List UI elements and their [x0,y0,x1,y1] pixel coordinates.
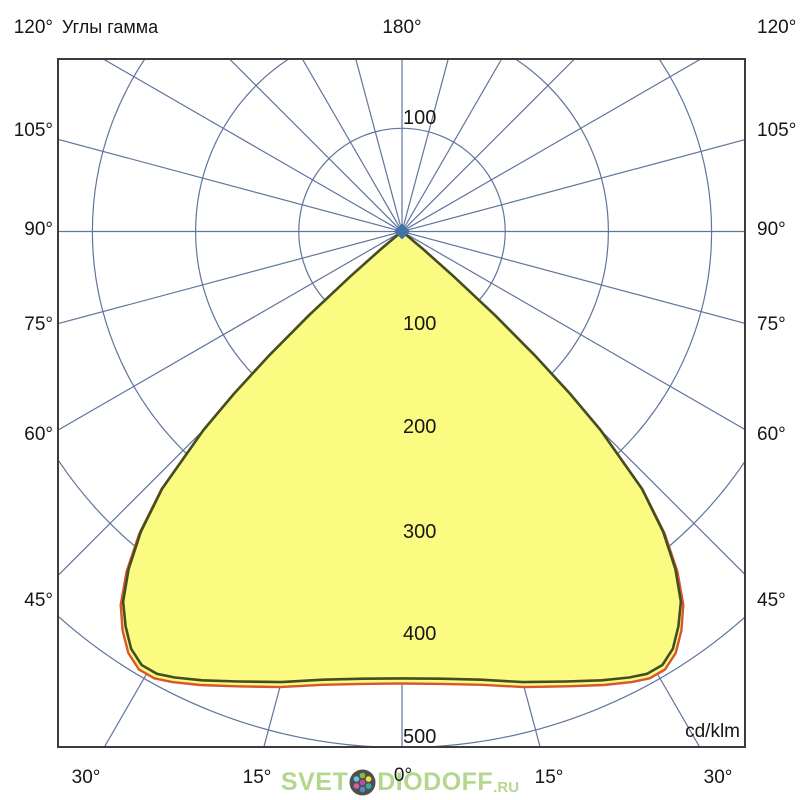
ring-label-300: 300 [403,521,436,543]
axis-label-left-60: 60° [24,424,53,445]
led-dot [365,782,372,789]
axis-label-left-105: 105° [14,120,53,141]
chart-title: Углы гамма [62,17,159,37]
plot-frame [57,58,746,748]
led-circle-icon [349,769,376,795]
axis-label-left-90: 90° [24,219,53,240]
led-dot [359,786,366,792]
axis-label-bottom-30L: 30° [72,767,101,788]
axis-label-right-120: 120° [757,17,796,38]
led-dot [353,775,360,782]
axis-label-bottom-0: 0° [394,765,412,786]
axis-label-left-75: 75° [24,314,53,335]
axis-label-right-75: 75° [757,314,786,335]
watermark-logo: SVET DIODOFF .RU [0,766,800,798]
axis-label-bottom-15L: 15° [243,767,272,788]
unit-label: cd/klm [685,721,740,742]
axis-label-bottom-30R: 30° [704,767,733,788]
axis-label-right-60: 60° [757,424,786,445]
led-dot [353,782,360,789]
curve-main [121,230,683,684]
axis-label-right-105: 105° [757,120,796,141]
intensity-curves [119,230,685,689]
ring-label-100-top: 100 [403,107,436,129]
ring-label-100: 100 [403,313,436,335]
watermark-text-right: DIODOFF [377,767,494,796]
ring-label-500: 500 [403,726,436,748]
axis-label-top-180: 180° [382,17,421,38]
axis-label-bottom-15R: 15° [535,767,564,788]
ring-label-400: 400 [403,623,436,645]
led-dot [365,775,372,782]
axis-label-right-90: 90° [757,219,786,240]
led-dot [359,779,366,785]
ring-label-200: 200 [403,416,436,438]
led-dot [359,772,366,778]
axis-label-right-45: 45° [757,590,786,611]
axis-label-left-120: 120° [14,17,53,38]
watermark-tld: .RU [493,779,520,796]
watermark-text-left: SVET [280,767,349,796]
axis-label-left-45: 45° [24,590,53,611]
center-marker-diamond [394,223,410,240]
